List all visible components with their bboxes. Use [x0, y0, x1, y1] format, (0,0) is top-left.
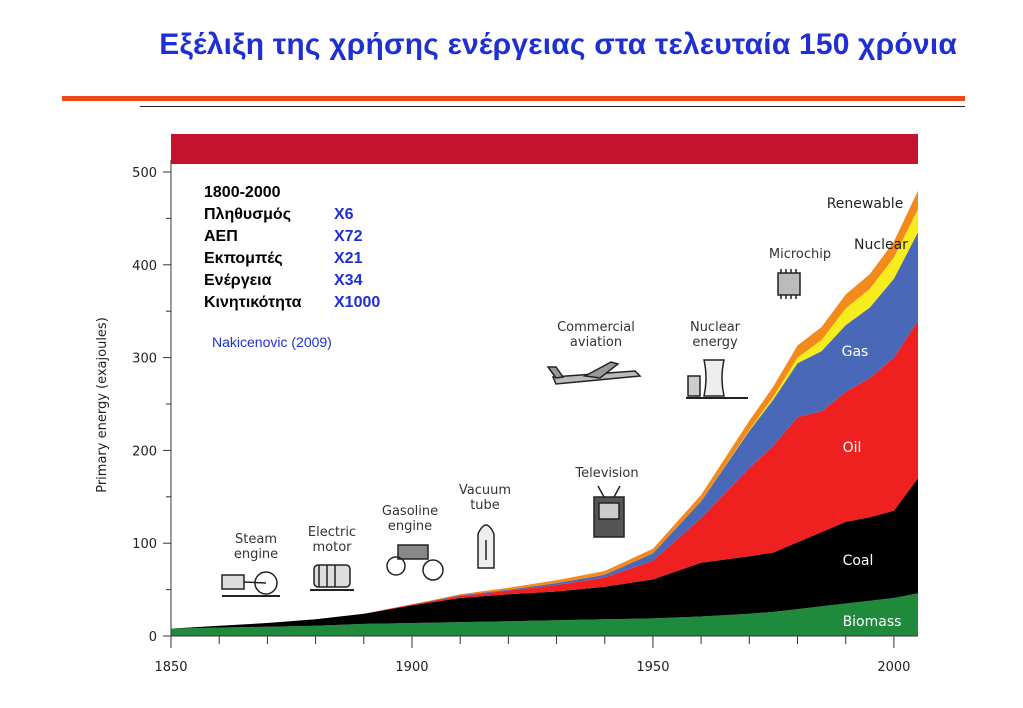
y-tick-label: 500	[132, 166, 157, 181]
stats-label: Κινητικότητα	[204, 294, 302, 311]
stats-label: Εκπομπές	[204, 250, 283, 267]
title-rule-black	[140, 106, 965, 107]
area-gas	[171, 232, 918, 629]
series-label: Renewable	[827, 196, 904, 212]
annotation-label: engine	[388, 519, 432, 534]
tv-antenna	[597, 485, 605, 498]
series-label: Coal	[843, 553, 874, 569]
vacuum-tube-icon	[477, 524, 495, 569]
cooling-tower	[703, 359, 725, 397]
annotation-label: engine	[234, 547, 278, 562]
airplane-icon	[546, 361, 642, 385]
stats-row: Πληθυσμός X6	[204, 204, 380, 226]
series-labels: Biomass Coal Oil Gas Nuclear Renewable	[827, 196, 908, 630]
nuclear-plant-icon	[686, 359, 748, 399]
stats-row: ΑΕΠ X72	[204, 226, 380, 248]
annotation-label: tube	[470, 498, 500, 513]
area-layers	[171, 190, 918, 636]
steam-engine-body	[221, 574, 245, 590]
x-tick-label: 1900	[395, 660, 428, 675]
invention-icons	[221, 269, 801, 597]
stats-value: X6	[334, 206, 354, 223]
series-label: Nuclear	[854, 237, 908, 253]
steam-engine-rod	[243, 581, 267, 584]
stats-row: Ενέργεια X34	[204, 270, 380, 292]
gasoline-car-icon	[386, 544, 444, 581]
annotation-label: Gasoline	[382, 504, 438, 519]
axes: 0 100 200 300 400 500 1850 1900 1950 2000	[132, 160, 918, 675]
plant-building	[687, 375, 701, 397]
car-wheel	[422, 559, 444, 581]
tv-antenna	[613, 485, 621, 498]
slide-title: Εξέλιξη της χρήσης ενέργειας στα τελευτα…	[159, 28, 957, 61]
area-coal	[171, 478, 918, 629]
stats-value: X1000	[334, 294, 381, 311]
stats-value: X21	[334, 250, 363, 267]
series-label: Oil	[843, 440, 862, 456]
stats-row: Εκπομπές X21	[204, 248, 380, 270]
source-citation: Nakicenovic (2009)	[212, 334, 332, 350]
area-oil	[171, 320, 918, 629]
y-axis-label: Primary energy (exajoules)	[95, 317, 110, 493]
annotation-label: energy	[692, 335, 738, 350]
electric-motor-icon	[310, 564, 354, 591]
television-icon	[593, 485, 625, 538]
annotation-label: Nuclear	[690, 320, 741, 335]
tv-screen	[598, 502, 620, 520]
annotation-label: Steam	[235, 532, 277, 547]
area-biomass	[171, 593, 918, 636]
plane-wing	[582, 361, 620, 379]
plane-tail	[546, 366, 565, 379]
stats-value: X72	[334, 228, 363, 245]
stats-row: Κινητικότητα X1000	[204, 292, 380, 314]
x-tick-label: 1950	[636, 660, 669, 675]
annotation-label: Commercial	[557, 320, 635, 335]
stats-heading: 1800-2000	[204, 184, 281, 201]
stats-label: ΑΕΠ	[204, 228, 238, 245]
stats-label: Πληθυσμός	[204, 206, 292, 223]
car-wheel	[386, 556, 406, 576]
stats-box: 1800-2000 Πληθυσμός X6 ΑΕΠ X72 Εκπομπές X21…	[204, 182, 380, 314]
motor-body	[313, 564, 351, 588]
car-body	[397, 544, 429, 560]
stats-value: X34	[334, 272, 363, 289]
title-rule-orange	[62, 96, 965, 101]
annotation-labels: SteamengineElectricmotorGasolineengineVa…	[234, 247, 831, 562]
annotation-label: Television	[574, 466, 638, 481]
annotation-label: Microchip	[769, 247, 831, 262]
annotation-label: motor	[312, 540, 352, 555]
y-tick-label: 100	[132, 537, 157, 552]
x-tick-label: 1850	[154, 660, 187, 675]
microchip-icon	[777, 269, 801, 299]
stats-label: Ενέργεια	[204, 272, 272, 289]
annotation-label: Vacuum	[459, 483, 511, 498]
steam-engine-icon	[221, 571, 280, 597]
annotation-label: Electric	[308, 525, 356, 540]
chart-header-band	[171, 134, 918, 164]
annotation-label: aviation	[570, 335, 622, 350]
x-tick-label: 2000	[877, 660, 910, 675]
series-label: Gas	[842, 344, 869, 360]
chip-body	[777, 272, 801, 296]
y-tick-label: 0	[149, 630, 157, 645]
series-label: Biomass	[843, 614, 902, 630]
y-tick-label: 300	[132, 352, 157, 367]
y-tick-label: 400	[132, 259, 157, 274]
y-tick-label: 200	[132, 444, 157, 459]
